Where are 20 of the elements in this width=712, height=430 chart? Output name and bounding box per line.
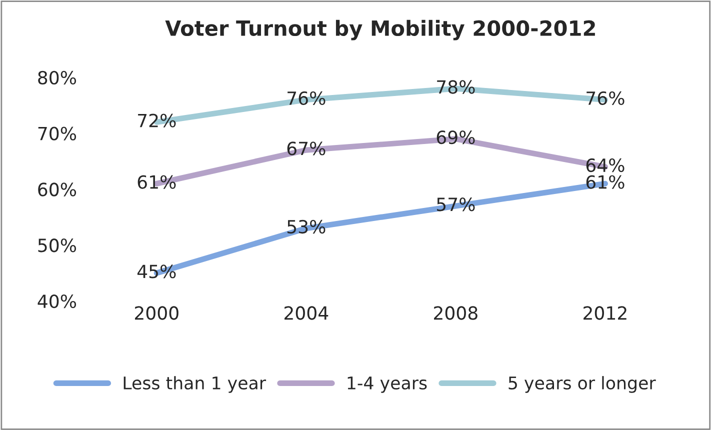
x-tick-label: 2008 (434, 306, 478, 320)
data-label: 76% (288, 91, 326, 105)
data-label: 64% (586, 158, 624, 172)
legend-label: 5 years or longer (508, 376, 656, 393)
y-tick-label: 50% (38, 238, 76, 252)
y-tick-label: 70% (38, 126, 76, 140)
y-tick-label: 40% (38, 294, 76, 308)
x-tick-label: 2000 (134, 306, 178, 320)
data-label: 78% (437, 80, 475, 94)
y-tick-label: 80% (38, 70, 76, 85)
data-label: 72% (138, 114, 176, 128)
x-tick-label: 2004 (284, 306, 328, 320)
chart-title: Voter Turnout by Mobility 2000-2012 (165, 20, 595, 40)
y-tick-label: 60% (38, 182, 76, 196)
data-label: 76% (586, 91, 624, 105)
data-label: 61% (138, 175, 176, 189)
legend-label: Less than 1 year (124, 376, 266, 393)
data-label: 61% (586, 175, 624, 189)
legend-label: 1-4 years (348, 376, 427, 393)
x-tick-label: 2012 (584, 306, 626, 320)
